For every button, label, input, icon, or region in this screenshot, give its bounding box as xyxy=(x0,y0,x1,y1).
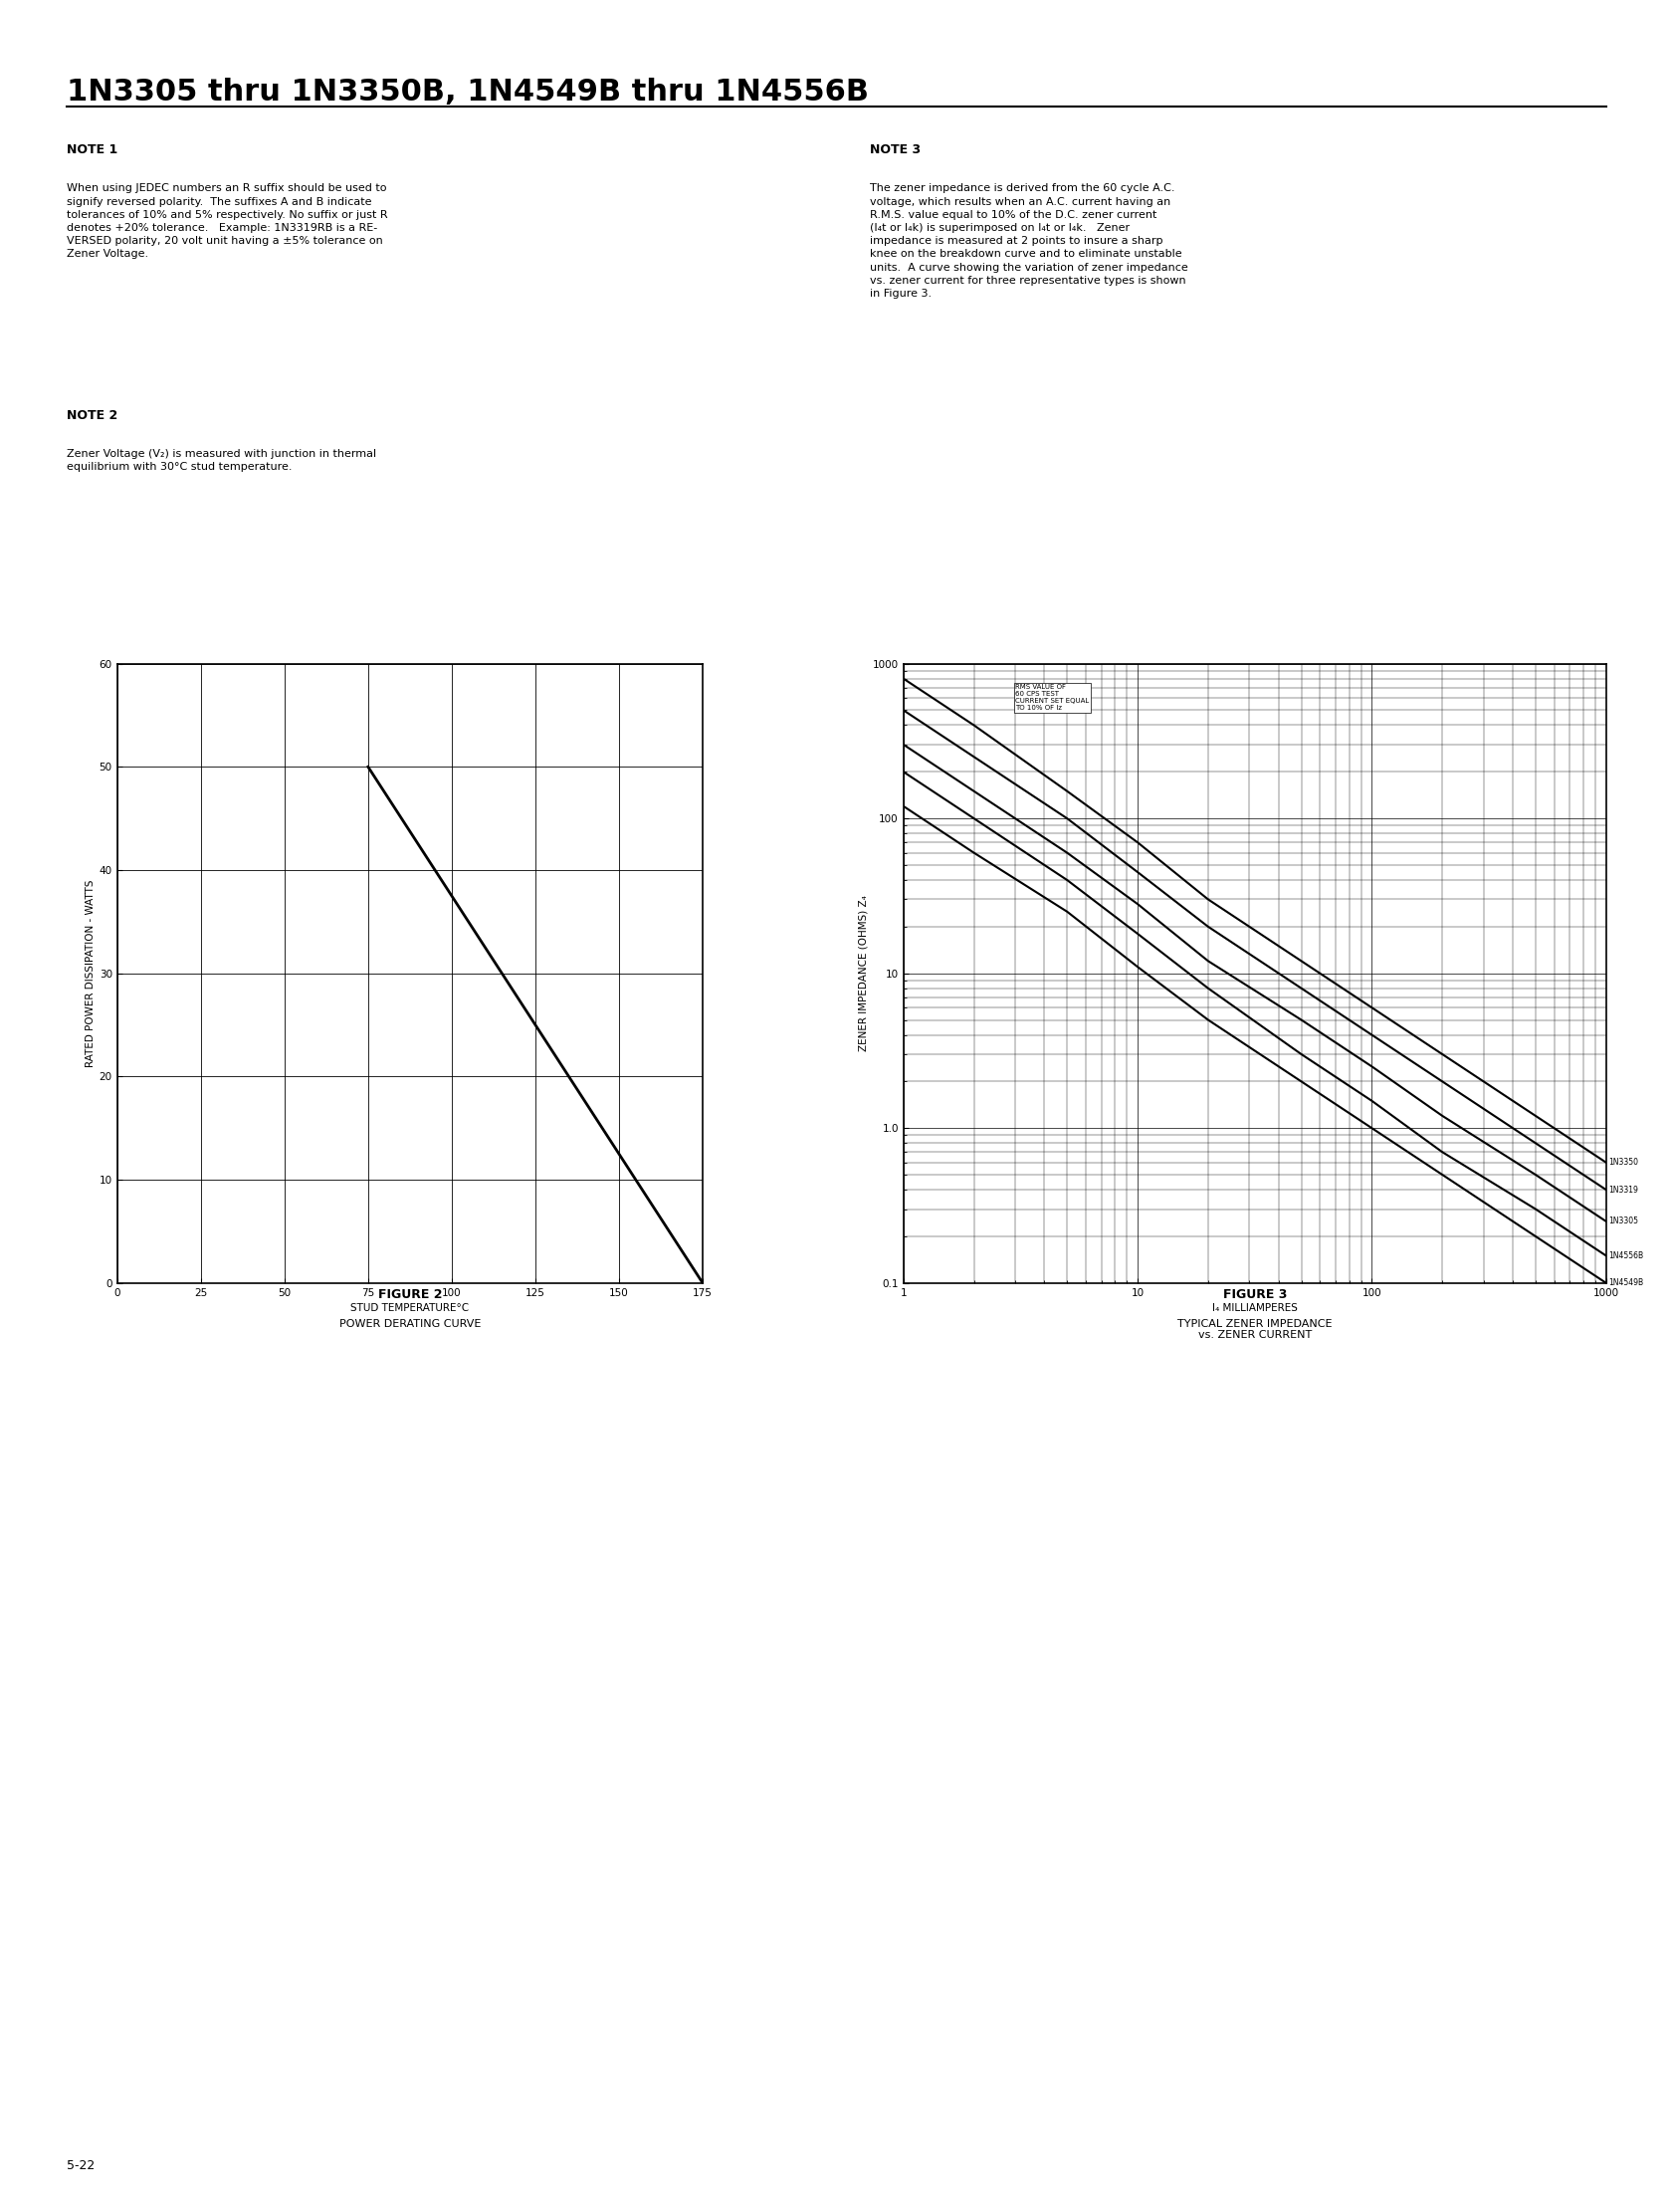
Text: When using JEDEC numbers an R suffix should be used to
signify reversed polarity: When using JEDEC numbers an R suffix sho… xyxy=(67,184,388,259)
Text: 1N3319: 1N3319 xyxy=(1607,1186,1637,1194)
Text: 1N4556B: 1N4556B xyxy=(1607,1252,1642,1261)
Text: Zener Voltage (V₂) is measured with junction in thermal
equilibrium with 30°C st: Zener Voltage (V₂) is measured with junc… xyxy=(67,449,376,471)
Text: RMS VALUE OF
60 CPS TEST
CURRENT SET EQUAL
TO 10% OF Iz: RMS VALUE OF 60 CPS TEST CURRENT SET EQU… xyxy=(1015,684,1088,712)
Text: FIGURE 3: FIGURE 3 xyxy=(1222,1287,1286,1301)
Text: 5-22: 5-22 xyxy=(67,2159,95,2172)
Text: The zener impedance is derived from the 60 cycle A.C.
voltage, which results whe: The zener impedance is derived from the … xyxy=(869,184,1187,299)
Text: POWER DERATING CURVE: POWER DERATING CURVE xyxy=(339,1318,480,1329)
Text: FIGURE 2: FIGURE 2 xyxy=(378,1287,441,1301)
Y-axis label: ZENER IMPEDANCE (OHMS) Z₄: ZENER IMPEDANCE (OHMS) Z₄ xyxy=(858,896,868,1051)
Text: 1N4549B: 1N4549B xyxy=(1607,1279,1642,1287)
Text: NOTE 1: NOTE 1 xyxy=(67,144,117,157)
X-axis label: STUD TEMPERATURE°C: STUD TEMPERATURE°C xyxy=(351,1303,468,1314)
Text: TYPICAL ZENER IMPEDANCE
vs. ZENER CURRENT: TYPICAL ZENER IMPEDANCE vs. ZENER CURREN… xyxy=(1177,1318,1331,1340)
X-axis label: I₄ MILLIAMPERES: I₄ MILLIAMPERES xyxy=(1211,1303,1297,1314)
Text: 1N3305 thru 1N3350B, 1N4549B thru 1N4556B: 1N3305 thru 1N3350B, 1N4549B thru 1N4556… xyxy=(67,77,868,106)
Text: NOTE 3: NOTE 3 xyxy=(869,144,920,157)
Text: 1N3350: 1N3350 xyxy=(1607,1159,1637,1168)
Y-axis label: RATED POWER DISSIPATION - WATTS: RATED POWER DISSIPATION - WATTS xyxy=(85,880,95,1066)
Text: 1N3305: 1N3305 xyxy=(1607,1217,1637,1225)
Text: NOTE 2: NOTE 2 xyxy=(67,409,117,422)
